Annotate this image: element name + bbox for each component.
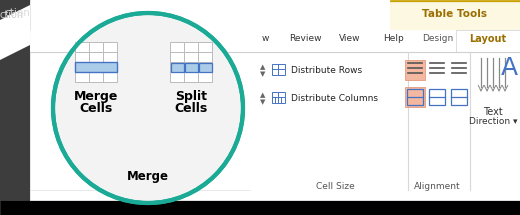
Bar: [75, 52, 89, 62]
Bar: [170, 62, 184, 72]
Bar: [103, 62, 117, 72]
Bar: [198, 52, 212, 62]
Text: Distribute Rows: Distribute Rows: [291, 66, 362, 75]
Text: Help: Help: [383, 34, 404, 43]
Bar: [405, 60, 425, 80]
Text: Cells: Cells: [174, 102, 207, 115]
Text: w: w: [262, 34, 269, 43]
Circle shape: [53, 13, 243, 203]
Text: Cells: Cells: [80, 102, 113, 115]
Bar: [199, 63, 212, 72]
Text: Merge: Merge: [74, 90, 118, 103]
Text: Layout: Layout: [470, 34, 506, 44]
Text: View: View: [339, 34, 361, 43]
Bar: [89, 42, 103, 52]
Bar: [198, 72, 212, 82]
Text: Review: Review: [289, 34, 321, 43]
Bar: [272, 64, 285, 75]
Bar: [103, 42, 117, 52]
Bar: [75, 42, 89, 52]
Text: ction: ction: [4, 8, 30, 18]
Bar: [75, 62, 89, 72]
Bar: [184, 72, 198, 82]
Bar: [89, 52, 103, 62]
Bar: [170, 52, 184, 62]
Text: Alignment: Alignment: [414, 182, 460, 191]
Bar: [75, 72, 89, 82]
Text: Table Tools: Table Tools: [422, 9, 488, 19]
Text: Merge: Merge: [127, 170, 169, 183]
Text: Design: Design: [422, 34, 453, 43]
Polygon shape: [0, 0, 30, 200]
Bar: [407, 89, 423, 105]
Bar: [390, 2, 520, 30]
Text: Text: Text: [483, 107, 503, 117]
Text: Distribute Columns: Distribute Columns: [291, 94, 378, 103]
Bar: [184, 52, 198, 62]
Bar: [198, 42, 212, 52]
Bar: [30, 30, 520, 52]
Text: Split: Split: [175, 90, 207, 103]
Bar: [429, 89, 445, 105]
Bar: [0, 0, 30, 200]
Text: ction: ction: [0, 10, 24, 20]
Bar: [75, 62, 117, 72]
Bar: [170, 42, 184, 52]
Text: Direction ▾: Direction ▾: [469, 117, 517, 126]
Text: ▲: ▲: [261, 64, 266, 70]
Bar: [103, 52, 117, 62]
Bar: [103, 72, 117, 82]
Bar: [198, 62, 212, 72]
Text: A: A: [500, 56, 517, 80]
Bar: [184, 42, 198, 52]
Bar: [390, 0, 520, 2]
Bar: [272, 92, 285, 103]
Polygon shape: [0, 5, 30, 60]
Bar: [456, 30, 520, 52]
Bar: [89, 72, 103, 82]
Bar: [184, 62, 198, 72]
Bar: [89, 62, 103, 72]
Bar: [171, 63, 184, 72]
Bar: [405, 87, 425, 107]
Text: ▼: ▼: [261, 71, 266, 77]
Bar: [170, 72, 184, 82]
Text: ▼: ▼: [261, 99, 266, 105]
Bar: [451, 89, 467, 105]
Bar: [0, 200, 520, 215]
Bar: [185, 63, 198, 72]
Text: ▲: ▲: [261, 92, 266, 98]
Text: Cell Size: Cell Size: [316, 182, 354, 191]
